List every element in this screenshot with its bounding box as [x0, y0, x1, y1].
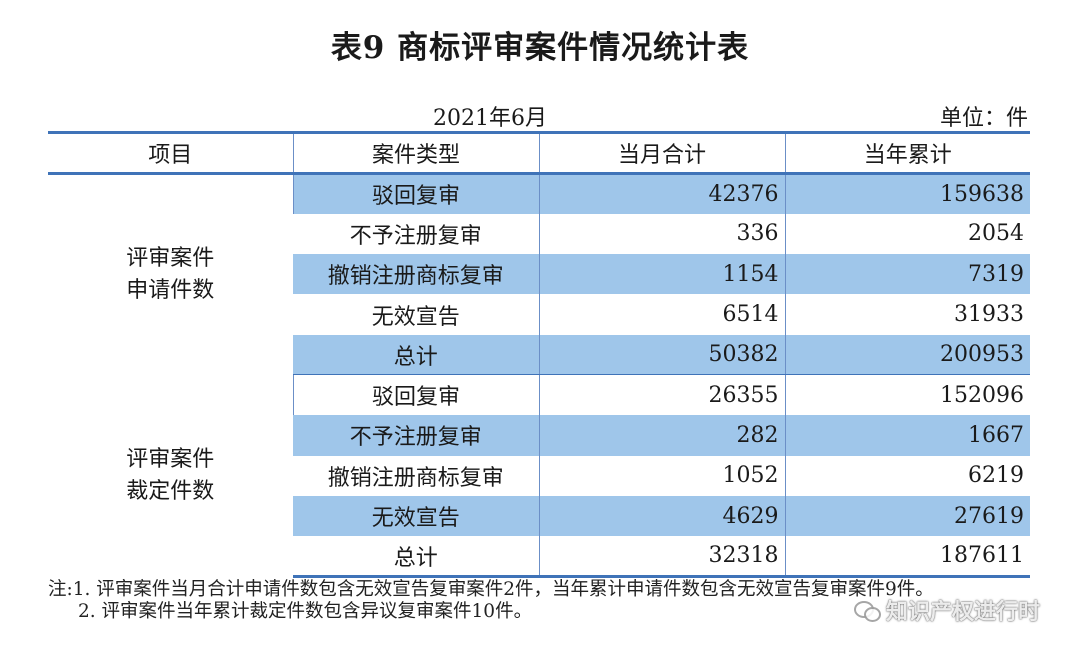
group-label-line2: 申请件数	[126, 277, 215, 303]
header-item: 项目	[48, 131, 293, 175]
case-type-cell: 总计	[293, 536, 539, 578]
year-total-cell: 7319	[784, 254, 1030, 295]
table-row: 撤销注册商标复审 1154 7319	[48, 254, 1030, 295]
case-type-cell: 撤销注册商标复审	[327, 465, 504, 491]
month-total-cell: 4629	[538, 495, 785, 537]
year-total-cell: 200953	[784, 334, 1030, 376]
year-total-cell: 27619	[784, 495, 1030, 537]
case-type-cell: 撤销注册商标复审	[293, 254, 539, 295]
group-label-line1: 评审案件	[126, 245, 215, 271]
month-total-cell: 1154	[538, 254, 785, 295]
watermark: 知识产权进行时	[853, 594, 1040, 626]
group-label-line2: 裁定件数	[126, 478, 215, 504]
year-total-cell: 6219	[784, 455, 1030, 496]
footnotes: 注:1. 评审案件当月合计申请件数包含无效宣告复审案件2件，当年累计申请件数包含…	[48, 579, 1048, 623]
table-title: 表9 商标评审案件情况统计表	[330, 30, 750, 66]
month-total-cell: 336	[538, 213, 785, 255]
group-label: 评审案件 裁定件数	[48, 374, 293, 577]
report-date: 2021年6月	[433, 106, 547, 131]
footnote-2: 2. 评审案件当年累计裁定件数包含异议复审案件10件。	[78, 601, 533, 622]
month-total-cell: 32318	[538, 536, 785, 578]
table-row: 不予注册复审 336 2054	[48, 213, 1030, 255]
month-total-cell: 50382	[538, 334, 785, 376]
table-row: 不予注册复审 282 1667	[48, 415, 1030, 456]
table-row: 评审案件 裁定件数 驳回复审 26355 152096	[48, 374, 1030, 577]
header-row: 项目 案件类型 当月合计 当年累计	[48, 131, 1030, 175]
table-row: 评审案件 申请件数 驳回复审 42376 159638	[48, 173, 1030, 375]
case-type-cell: 总计	[293, 334, 539, 376]
month-total-cell: 26355	[538, 374, 785, 416]
case-type-cell: 无效宣告	[371, 304, 460, 330]
year-total-cell: 187611	[784, 536, 1030, 578]
footnote-1: 注:1. 评审案件当月合计申请件数包含无效宣告复审案件2件，当年累计申请件数包含…	[48, 579, 934, 600]
table-row: 撤销注册商标复审 1052 6219	[48, 455, 1030, 496]
year-total-cell: 2054	[784, 213, 1030, 255]
case-type-cell: 不予注册复审	[349, 223, 482, 249]
month-total-cell: 1052	[538, 455, 785, 496]
header-case-type: 案件类型	[292, 131, 539, 175]
header-year-total: 当年累计	[784, 131, 1030, 175]
year-total-cell: 159638	[784, 173, 1030, 214]
watermark-text: 知识产权进行时	[885, 600, 1040, 625]
table-row: 总计 50382 200953	[48, 334, 1030, 376]
statistics-table-container: 项目 案件类型 当月合计 当年累计 评审案件 申请件数 驳回复审 42376 1…	[48, 131, 1030, 578]
unit-label: 单位：件	[939, 106, 1028, 131]
year-total-cell: 152096	[784, 374, 1030, 416]
group-label: 评审案件 申请件数	[48, 173, 293, 375]
table-row: 无效宣告 4629 27619	[48, 495, 1030, 537]
group-applications: 评审案件 申请件数 驳回复审 42376 159638 不予注册复审 336 2…	[48, 173, 1030, 376]
wechat-icon	[853, 599, 881, 622]
table-row: 总计 32318 187611	[48, 536, 1030, 578]
statistics-table: 项目 案件类型 当月合计 当年累计 评审案件 申请件数 驳回复审 42376 1…	[48, 131, 1030, 578]
year-total-cell: 31933	[784, 294, 1030, 335]
month-total-cell: 6514	[538, 294, 785, 335]
case-type-cell: 驳回复审	[292, 173, 539, 214]
group-decisions: 评审案件 裁定件数 驳回复审 26355 152096 不予注册复审 282 1…	[48, 374, 1030, 578]
month-total-cell: 282	[538, 415, 785, 456]
case-type-cell: 无效宣告	[293, 495, 539, 537]
year-total-cell: 1667	[784, 415, 1030, 456]
group-label-line1: 评审案件	[126, 446, 215, 472]
case-type-cell: 驳回复审	[292, 374, 539, 416]
month-total-cell: 42376	[538, 173, 785, 214]
case-type-cell: 不予注册复审	[293, 415, 539, 456]
header-month-total: 当月合计	[538, 131, 785, 175]
table-row: 无效宣告 6514 31933	[48, 294, 1030, 335]
